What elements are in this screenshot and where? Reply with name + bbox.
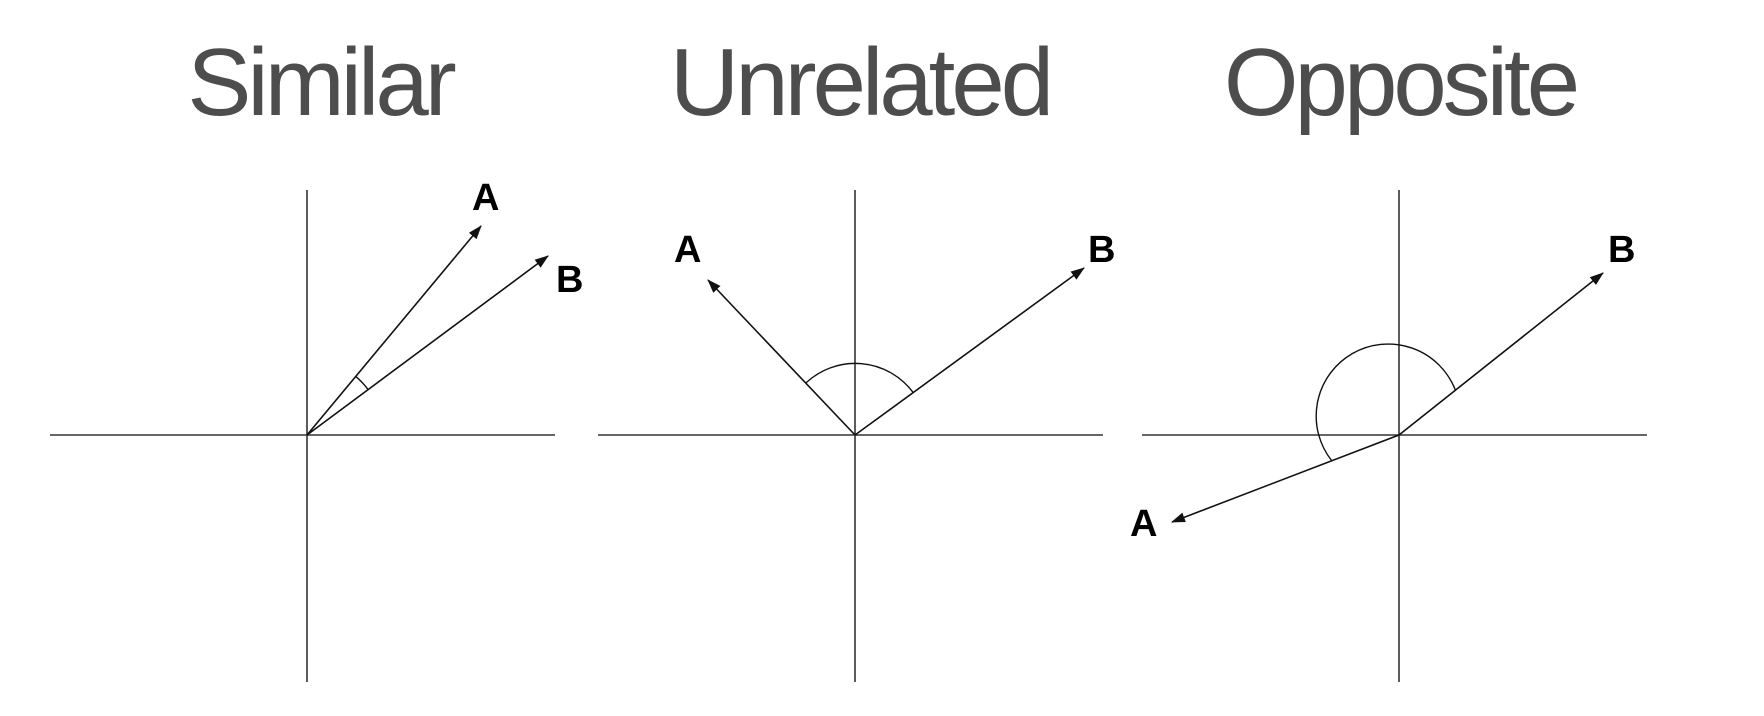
panel-title-opposite: Opposite <box>1223 29 1580 136</box>
opposite-vector-b <box>1398 272 1604 436</box>
similar-vector-b <box>306 255 549 436</box>
opposite-label-b: B <box>1608 229 1635 271</box>
unrelated-angle-arc <box>805 362 914 394</box>
unrelated-label-b: B <box>1088 229 1115 271</box>
opposite-vector-a <box>1171 434 1400 523</box>
panel-opposite: A B <box>1130 190 1647 682</box>
panel-title-unrelated: Unrelated <box>669 29 1054 136</box>
unrelated-vector-a <box>707 279 856 436</box>
similar-angle-arc <box>355 375 369 391</box>
opposite-angle-arc <box>1315 343 1457 462</box>
panel-similar: A B <box>50 177 583 682</box>
opposite-label-a: A <box>1130 503 1157 545</box>
unrelated-vector-b <box>854 267 1085 436</box>
panel-title-similar: Similar <box>187 29 456 136</box>
similar-label-a: A <box>472 177 499 219</box>
panel-unrelated: A B <box>598 190 1115 682</box>
similar-vector-a <box>306 225 482 436</box>
unrelated-label-a: A <box>674 229 701 271</box>
similar-label-b: B <box>556 259 583 301</box>
